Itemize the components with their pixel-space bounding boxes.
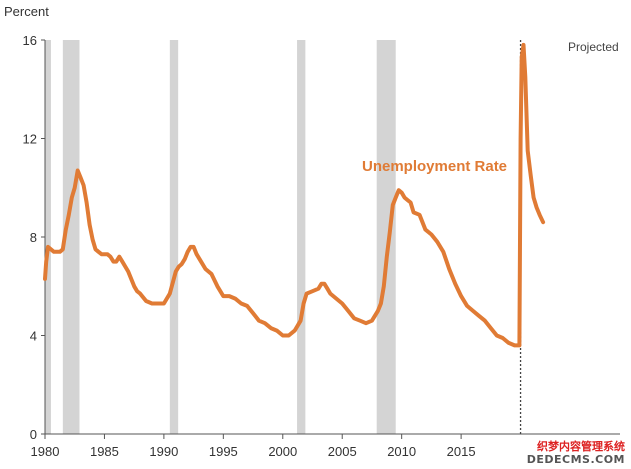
x-tick-label: 2015 <box>447 444 476 459</box>
series-label-unemployment-rate: Unemployment Rate <box>362 158 507 175</box>
projected-annotation: Projected <box>568 40 619 54</box>
series-layer <box>43 42 546 348</box>
y-tick-label: 8 <box>30 230 37 245</box>
y-axis-ticks: 0 4 8 12 16 <box>23 33 45 442</box>
x-tick-label: 2000 <box>268 444 297 459</box>
x-tick-label: 1985 <box>90 444 119 459</box>
y-tick-label: 4 <box>30 329 37 344</box>
recession-band-2 <box>62 40 80 434</box>
recession-bands <box>45 40 396 434</box>
x-tick-label: 1980 <box>31 444 60 459</box>
y-tick-label: 16 <box>23 33 37 48</box>
recession-band-1 <box>45 40 51 434</box>
x-tick-label: 2005 <box>328 444 357 459</box>
recession-band-5 <box>376 40 396 434</box>
recession-band-4 <box>297 40 306 434</box>
x-tick-label: 2010 <box>387 444 416 459</box>
watermark: 织梦内容管理系统 DEDECMS.COM <box>527 440 625 466</box>
watermark-line1: 织梦内容管理系统 <box>537 440 625 453</box>
y-tick-label: 0 <box>30 427 37 442</box>
y-axis-label: Percent <box>4 4 49 19</box>
recession-band-3 <box>169 40 179 434</box>
x-tick-label: 1995 <box>209 444 238 459</box>
x-axis-ticks: 1980 1985 1990 1995 2000 2005 2010 2015 <box>31 434 476 459</box>
series-line-unemployment-rate <box>43 42 546 348</box>
x-tick-label: 1990 <box>149 444 178 459</box>
axes <box>44 40 620 435</box>
y-tick-label: 12 <box>23 132 37 147</box>
watermark-line2: DEDECMS.COM <box>526 453 625 466</box>
